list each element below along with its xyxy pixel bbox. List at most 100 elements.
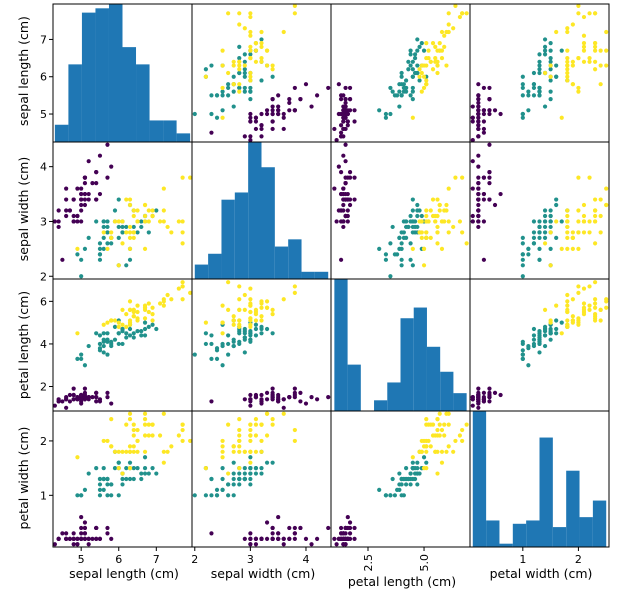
scatter-point: [548, 97, 553, 102]
histogram-bar: [413, 307, 427, 411]
scatter-point: [97, 399, 103, 404]
scatter-point: [75, 219, 80, 224]
scatter-point: [487, 197, 492, 202]
scatter-point: [428, 444, 433, 449]
scatter-point: [97, 348, 103, 353]
scatter-point: [559, 115, 564, 120]
scatter-point: [248, 85, 253, 91]
scatter-point: [581, 230, 587, 235]
scatter-point: [79, 356, 84, 361]
scatter-point: [231, 89, 236, 94]
scatter-point: [101, 476, 106, 482]
scatter-point: [298, 390, 303, 396]
scatter-point: [487, 395, 492, 400]
scatter-point: [101, 350, 106, 355]
histogram-bar: [453, 393, 467, 411]
panel-sepal-width-vs-petal-length: [330, 141, 471, 280]
scatter-point: [270, 63, 275, 68]
scatter-point: [264, 390, 270, 396]
panel-sepal-length-vs-sepal-width: [191, 3, 332, 143]
scatter-point: [476, 197, 481, 202]
scatter-point: [410, 246, 415, 251]
scatter-point: [64, 397, 69, 402]
scatter-point: [142, 333, 148, 338]
scatter-point: [120, 329, 125, 334]
scatter-point: [209, 493, 214, 498]
scatter-point: [397, 104, 402, 109]
panel-content: [470, 4, 609, 142]
scatter-point: [139, 471, 144, 476]
scatter-point: [430, 433, 436, 438]
scatter-point: [345, 108, 350, 113]
scatter-point: [587, 175, 592, 180]
scatter-point: [476, 224, 481, 230]
scatter-point: [154, 471, 159, 476]
scatter-point: [570, 63, 575, 68]
scatter-point: [135, 208, 140, 213]
scatter-point: [237, 476, 242, 482]
scatter-point: [270, 97, 275, 102]
scatter-point: [476, 111, 481, 117]
histogram-bar: [472, 411, 487, 547]
scatter-point: [270, 386, 275, 391]
scatter-point: [593, 312, 598, 317]
scatter-point: [270, 417, 275, 422]
scatter-point: [476, 186, 481, 191]
scatter-point: [570, 297, 575, 302]
scatter-point: [581, 59, 587, 64]
scatter-point: [397, 89, 402, 94]
scatter-point: [446, 186, 451, 191]
scatter-point: [237, 55, 242, 61]
panel-petal-width-vs-petal-length: 2.5 5.0: [330, 410, 471, 572]
scatter-point: [410, 197, 415, 202]
scatter-point: [142, 433, 148, 438]
scatter-point: [424, 460, 429, 465]
scatter-point: [248, 329, 253, 334]
scatter-point: [248, 11, 253, 16]
scatter-point: [165, 292, 170, 298]
scatter-point: [259, 41, 264, 46]
scatter-point: [531, 341, 537, 347]
scatter-point: [338, 123, 344, 128]
scatter-point: [139, 329, 144, 334]
scatter-point: [404, 466, 409, 471]
scatter-point: [593, 301, 598, 306]
scatter-point: [470, 138, 475, 142]
panel-content: [53, 280, 192, 410]
scatter-point: [410, 208, 415, 213]
scatter-point: [135, 438, 140, 444]
scatter-point: [388, 111, 393, 117]
scatter-point: [82, 525, 88, 531]
scatter-point: [343, 213, 348, 219]
scatter-point: [415, 202, 420, 208]
scatter-point: [537, 70, 542, 76]
scatter-point: [576, 284, 581, 289]
scatter-point: [242, 449, 247, 454]
scatter-point: [97, 252, 103, 257]
scatter-point: [377, 246, 382, 251]
scatter-point: [161, 460, 166, 465]
scatter-point: [248, 14, 253, 20]
scatter-point: [94, 536, 99, 541]
scatter-point: [79, 525, 84, 531]
scatter-point: [237, 417, 242, 422]
scatter-point: [124, 197, 129, 202]
scatter-point: [526, 246, 531, 251]
scatter-point: [248, 337, 253, 342]
scatter-point: [341, 208, 346, 213]
scatter-point: [559, 331, 564, 336]
scatter-point: [433, 44, 438, 49]
scatter-point: [71, 386, 76, 391]
scatter-point: [226, 352, 231, 357]
scatter-point: [105, 331, 110, 336]
scatter-point: [570, 235, 575, 240]
scatter-point: [120, 307, 125, 312]
scatter-point: [419, 70, 424, 76]
scatter-point: [97, 153, 103, 158]
scatter-point: [259, 314, 264, 319]
scatter-point: [548, 337, 553, 342]
scatter-point: [131, 314, 136, 319]
scatter-point: [109, 164, 114, 169]
scatter-point: [109, 235, 114, 240]
scatter-point: [97, 333, 103, 338]
